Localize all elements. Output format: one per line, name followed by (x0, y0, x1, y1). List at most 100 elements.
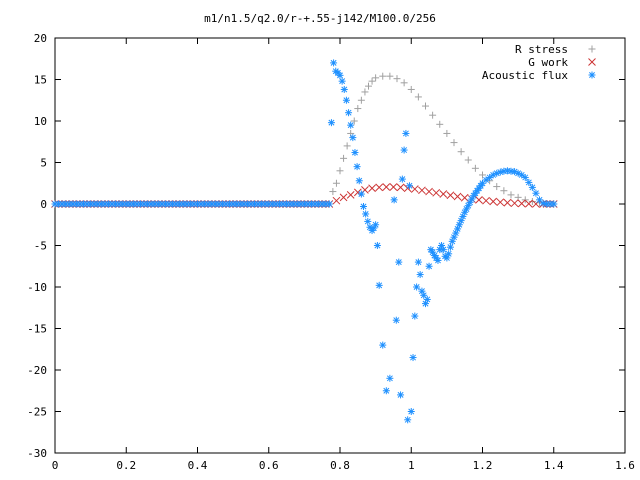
data-point (521, 173, 529, 181)
data-point (407, 85, 415, 93)
y-tick-label: -30 (27, 447, 47, 460)
data-point (434, 256, 442, 264)
data-point (503, 198, 512, 207)
data-point (398, 175, 406, 183)
data-point (325, 200, 333, 208)
data-point (443, 254, 451, 262)
data-point (372, 74, 380, 82)
data-point (425, 262, 433, 270)
y-tick-label: -5 (34, 240, 47, 253)
data-point (349, 134, 357, 142)
data-point (429, 111, 437, 119)
data-point (482, 196, 490, 205)
data-point (393, 75, 401, 83)
data-point (409, 354, 417, 362)
data-point (457, 148, 465, 156)
legend-label: R stress (515, 43, 568, 56)
data-point (332, 179, 340, 187)
x-tick-label: 1 (408, 459, 415, 472)
data-point (386, 374, 394, 382)
y-tick-label: 15 (34, 74, 47, 87)
data-point (550, 200, 558, 208)
data-point (336, 167, 344, 175)
data-point (510, 199, 519, 208)
x-tick-label: 0.2 (116, 459, 136, 472)
data-point (339, 193, 348, 202)
data-point (400, 146, 408, 154)
data-point (518, 171, 526, 179)
legend-marker (588, 45, 596, 53)
data-point (405, 182, 413, 190)
legend-marker (588, 71, 596, 79)
data-point (368, 77, 376, 85)
data-point (414, 93, 422, 101)
x-tick-label: 0.6 (259, 459, 279, 472)
data-point (379, 341, 387, 349)
data-point (355, 177, 363, 185)
data-point (486, 173, 494, 181)
data-point (350, 117, 358, 125)
data-point (528, 198, 536, 206)
data-point (372, 221, 380, 229)
data-point (373, 242, 381, 249)
data-point (357, 96, 365, 104)
data-point (362, 210, 370, 218)
series-acoustic-flux (51, 59, 558, 424)
y-tick-label: -20 (27, 364, 47, 377)
data-point (436, 120, 444, 128)
data-point (396, 183, 405, 192)
data-point (375, 183, 384, 192)
data-point (390, 196, 398, 204)
data-point (439, 190, 448, 198)
data-point (340, 154, 348, 162)
data-point (517, 199, 526, 208)
x-tick-label: 0.8 (330, 459, 350, 472)
x-axis: 0 0.2 0.4 0.6 0.8 1 1.2 1.4 1.6 (52, 38, 635, 472)
y-tick-label: 5 (40, 157, 47, 170)
data-point (329, 188, 337, 196)
data-point (446, 191, 455, 200)
data-point (507, 191, 515, 199)
data-point (357, 190, 365, 198)
data-point (532, 189, 540, 197)
data-point (482, 176, 490, 184)
data-point (397, 391, 405, 399)
data-point (382, 183, 391, 191)
y-tick-label: -15 (27, 323, 47, 336)
data-point (354, 105, 362, 113)
y-tick-label: 10 (34, 115, 47, 128)
data-point (514, 193, 522, 201)
data-point (368, 184, 376, 193)
legend-label: G work (528, 56, 568, 69)
data-point (525, 178, 533, 186)
data-point (528, 183, 536, 191)
data-point (453, 192, 462, 201)
data-point (395, 258, 403, 266)
data-point (364, 217, 372, 225)
data-point (347, 121, 355, 129)
series-layer (51, 59, 558, 424)
data-point (425, 187, 433, 196)
data-point (375, 281, 383, 289)
data-point (360, 202, 368, 210)
data-point (404, 416, 412, 424)
y-tick-label: 0 (40, 198, 47, 211)
data-point (460, 193, 469, 202)
data-point (402, 129, 410, 137)
data-point (500, 187, 508, 195)
data-point (361, 88, 369, 96)
data-point (342, 96, 350, 104)
data-point (443, 129, 451, 137)
data-point (450, 139, 458, 147)
data-point (411, 312, 419, 320)
data-point (446, 243, 454, 251)
data-point (462, 205, 470, 213)
data-point (379, 72, 387, 80)
y-tick-label: 20 (34, 32, 47, 45)
data-point (345, 109, 353, 117)
data-point (413, 283, 421, 291)
data-point (386, 72, 394, 80)
data-point (414, 258, 422, 266)
legend-marker (588, 58, 596, 66)
